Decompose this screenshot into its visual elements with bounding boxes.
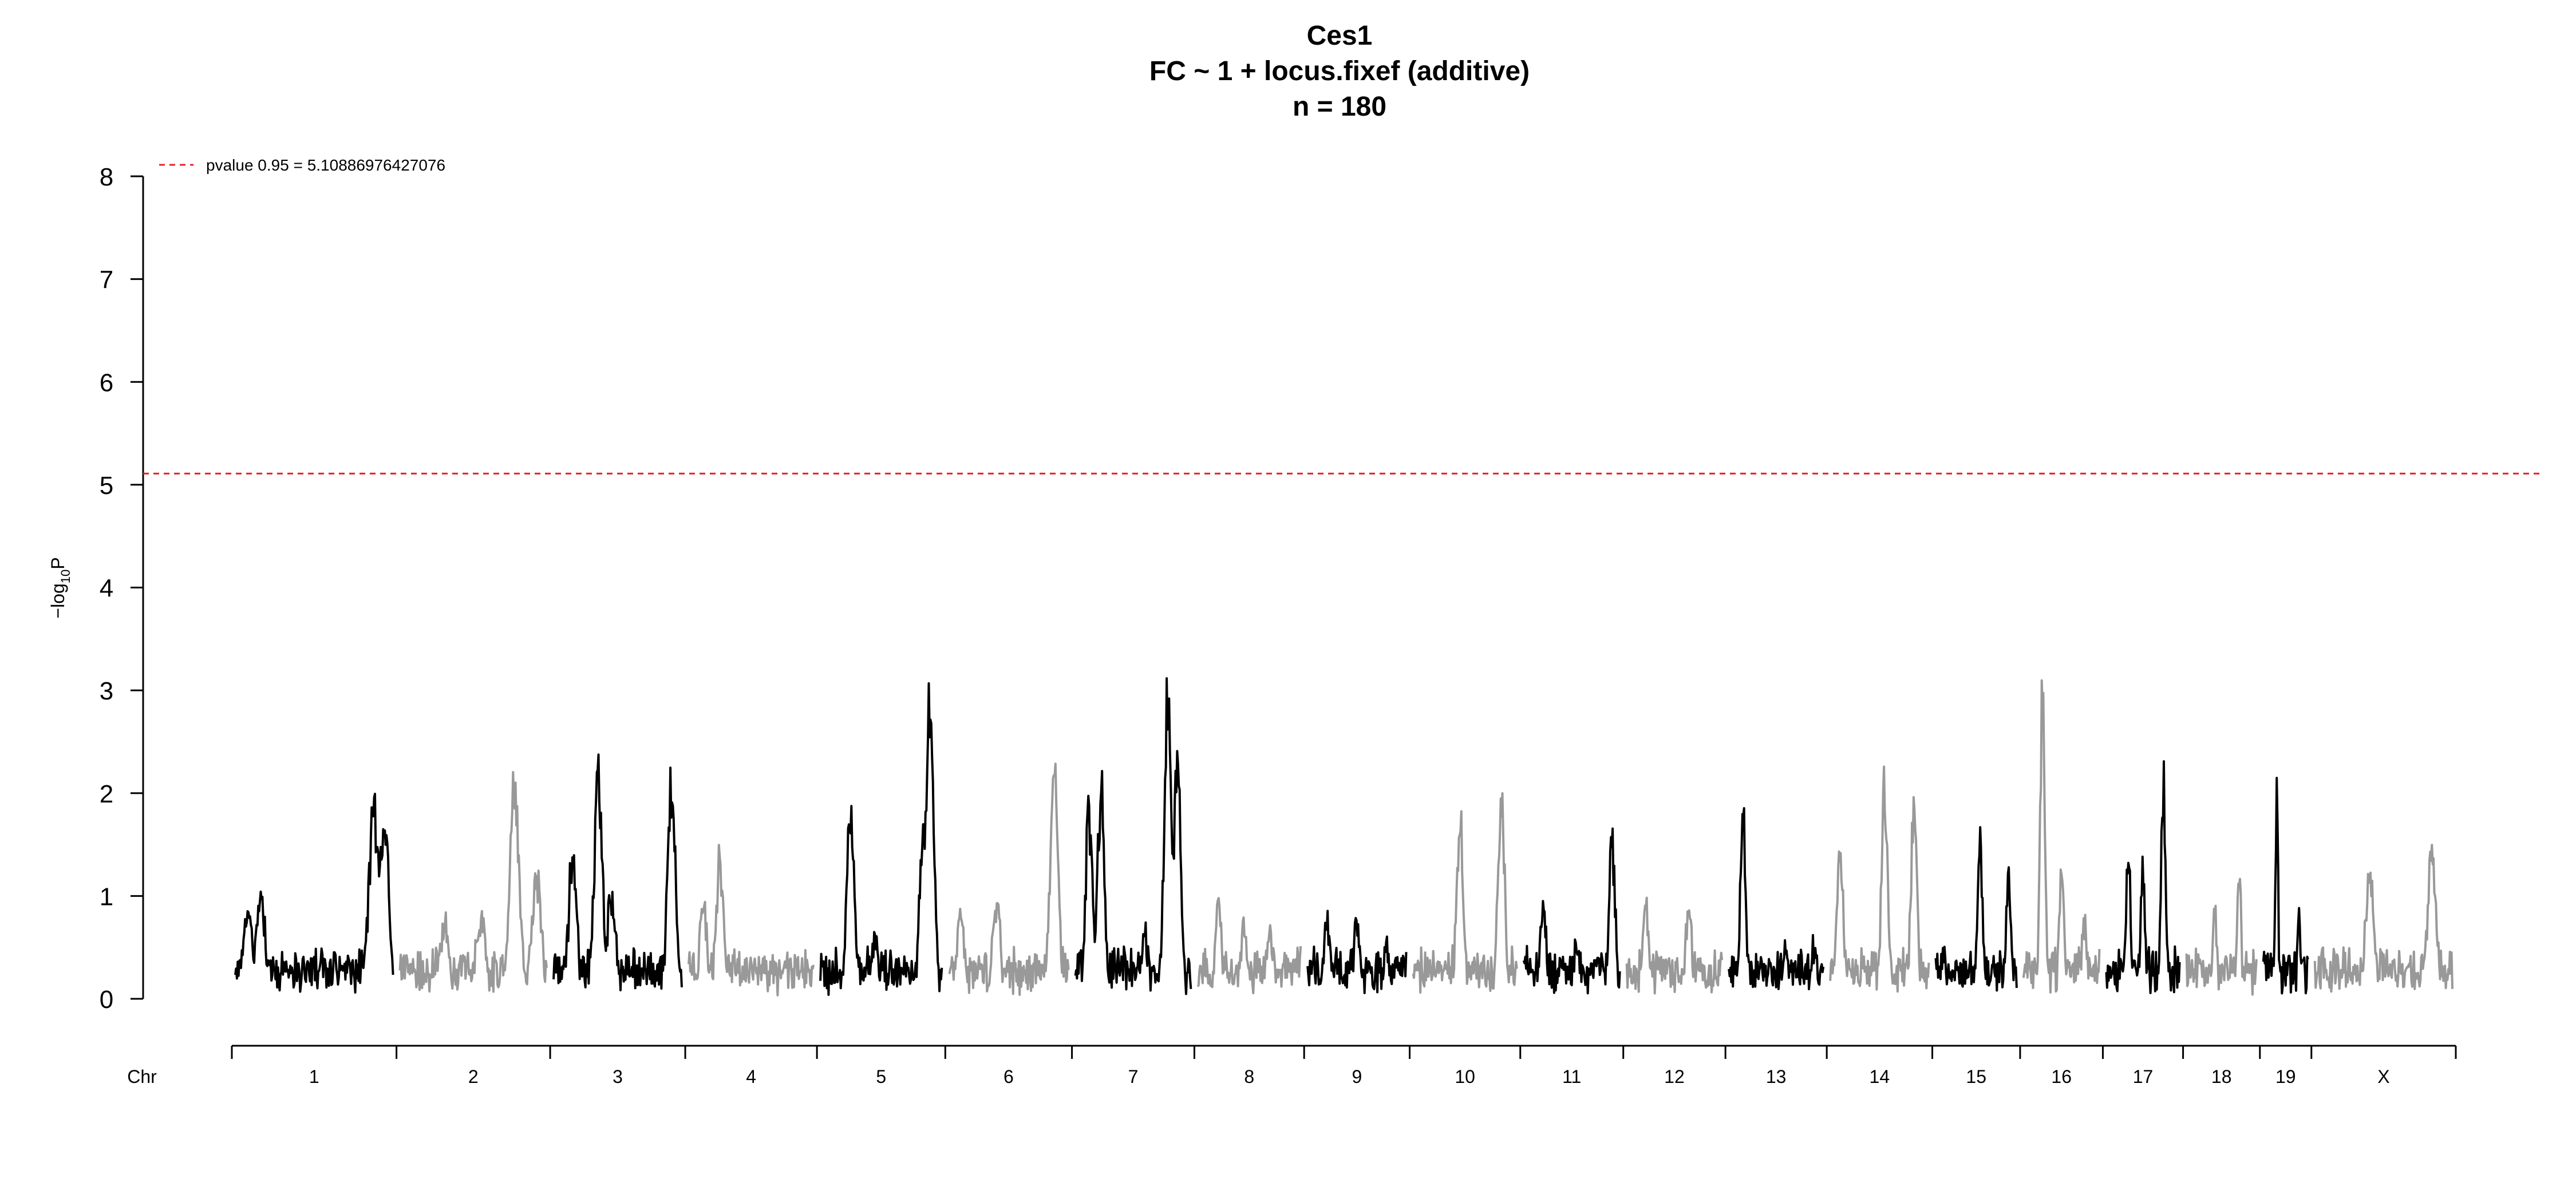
chromosome-label: 10 xyxy=(1455,1066,1475,1087)
chart-subtitle: FC ~ 1 + locus.fixef (additive) xyxy=(1149,56,1530,86)
legend-threshold-label: pvalue 0.95 = 5.10886976427076 xyxy=(206,156,445,174)
y-tick-label: 1 xyxy=(100,883,113,911)
series-line-chr-6 xyxy=(948,762,1070,996)
chromosome-label: 3 xyxy=(613,1066,623,1087)
chromosome-label: 11 xyxy=(1562,1066,1581,1087)
y-tick-label: 5 xyxy=(100,472,113,500)
chromosome-label: 8 xyxy=(1244,1066,1254,1087)
series-line-chr-8 xyxy=(1196,897,1302,995)
chromosome-label: 9 xyxy=(1352,1066,1362,1087)
chart-sample-size: n = 180 xyxy=(1293,92,1386,122)
chromosome-label: 1 xyxy=(309,1066,319,1087)
chromosome-label: 5 xyxy=(876,1066,886,1087)
y-tick-label: 4 xyxy=(100,575,113,603)
y-axis-label: −log10P xyxy=(48,557,73,618)
series-line-chr-16 xyxy=(2022,679,2101,994)
chromosome-label: 13 xyxy=(1766,1066,1787,1087)
y-tick-label: 7 xyxy=(100,266,113,294)
series-line-chr-14 xyxy=(1829,765,1930,993)
chromosome-label: 18 xyxy=(2211,1066,2232,1087)
chromosome-label: X xyxy=(2377,1066,2389,1087)
chromosome-label: 14 xyxy=(1870,1066,1890,1087)
y-tick-label: 3 xyxy=(100,677,113,705)
series-line-chr-17 xyxy=(2105,760,2181,994)
chromosome-label: 7 xyxy=(1128,1066,1139,1087)
chromosome-label: 12 xyxy=(1664,1066,1685,1087)
series-line-chr-4 xyxy=(688,844,815,997)
chromosome-label: 19 xyxy=(2275,1066,2296,1087)
series-line-chr-9 xyxy=(1306,910,1408,994)
series-line-chr-10 xyxy=(1412,792,1518,994)
chart-title: Ces1 xyxy=(1307,21,1373,51)
series-line-chr-19 xyxy=(2262,777,2309,995)
chromosome-label: 2 xyxy=(468,1066,479,1087)
series-line-chr-7 xyxy=(1074,677,1192,995)
series-line-chr-X xyxy=(2313,844,2453,993)
y-tick-label: 0 xyxy=(100,986,113,1014)
series-line-chr-15 xyxy=(1934,826,2018,992)
y-tick-label: 2 xyxy=(100,780,113,808)
chromosome-label: 6 xyxy=(1003,1066,1014,1087)
series-line-chr-2 xyxy=(398,771,548,993)
legend: pvalue 0.95 = 5.10886976427076 xyxy=(159,156,445,174)
series-line-chr-18 xyxy=(2185,877,2258,996)
series-line-chr-5 xyxy=(819,682,943,996)
chromosome-label: 4 xyxy=(746,1066,756,1087)
series-line-chr-13 xyxy=(1728,807,1825,991)
series-line-chr-3 xyxy=(552,753,683,991)
series-line-chr-11 xyxy=(1522,827,1621,995)
series-line-chr-1 xyxy=(234,792,394,994)
y-tick-label: 8 xyxy=(100,163,113,191)
series-line-chr-12 xyxy=(1625,896,1724,995)
chromosome-label: 17 xyxy=(2133,1066,2154,1087)
y-tick-label: 6 xyxy=(100,369,113,397)
chromosome-label: 15 xyxy=(1966,1066,1986,1087)
y-axis: 0 1 2 3 4 5 6 7 8 xyxy=(100,163,144,1014)
series-group xyxy=(234,677,2453,997)
chromosome-label: 16 xyxy=(2051,1066,2072,1087)
chromosome-axis: 1 2 3 4 5 6 7 8 9 10 11 12 13 14 15 16 17 18 19 X xyxy=(231,1045,2457,1087)
x-axis-label: Chr xyxy=(127,1066,157,1087)
